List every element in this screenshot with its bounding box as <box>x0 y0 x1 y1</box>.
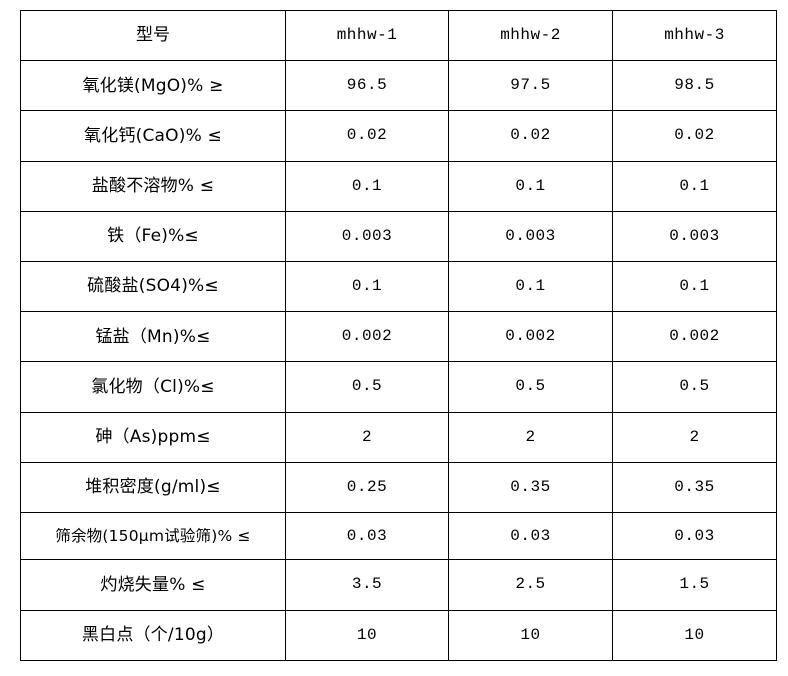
row-value-model-3: 1.5 <box>612 559 777 611</box>
row-value-model-3: 0.002 <box>612 311 777 363</box>
row-value-model-3: 0.1 <box>612 261 777 313</box>
table-row: 氯化物（Cl)%≤ 0.5 0.5 0.5 <box>20 361 777 413</box>
table-row: 盐酸不溶物% ≤ 0.1 0.1 0.1 <box>20 160 777 212</box>
row-value-model-1: 0.5 <box>285 361 449 413</box>
row-value-model-2: 0.02 <box>448 110 613 162</box>
row-item-label: 氯化物（Cl)%≤ <box>20 361 286 413</box>
row-value-model-1: 2 <box>285 411 449 463</box>
row-value-model-3: 98.5 <box>612 60 777 112</box>
table-row: 筛余物(150μm试验筛)% ≤ 0.03 0.03 0.03 <box>20 512 777 561</box>
row-value-model-2: 0.002 <box>448 311 613 363</box>
row-value-model-2: 0.1 <box>448 261 613 313</box>
row-item-label: 锰盐（Mn)%≤ <box>20 311 286 363</box>
row-value-model-3: 0.1 <box>612 160 777 212</box>
table-row: 堆积密度(g/ml)≤ 0.25 0.35 0.35 <box>20 461 777 514</box>
header-cell-model-2: mhhw-2 <box>448 9 613 62</box>
row-value-model-1: 0.02 <box>285 110 449 162</box>
row-value-model-2: 0.03 <box>448 512 613 561</box>
row-value-model-3: 10 <box>612 609 777 662</box>
specification-table-container: 型号 mhhw-1 mhhw-2 mhhw-3 氧化镁(MgO)% ≥ 96.5… <box>20 9 777 662</box>
row-value-model-3: 0.35 <box>612 461 777 514</box>
row-value-model-2: 2.5 <box>448 559 613 611</box>
table-body: 型号 mhhw-1 mhhw-2 mhhw-3 氧化镁(MgO)% ≥ 96.5… <box>20 9 777 662</box>
row-value-model-2: 0.003 <box>448 210 613 263</box>
row-item-label: 硫酸盐(SO4)%≤ <box>20 261 286 313</box>
table-row: 黑白点（个/10g） 10 10 10 <box>20 609 777 662</box>
row-value-model-3: 0.03 <box>612 512 777 561</box>
row-item-label: 灼烧失量% ≤ <box>20 559 286 611</box>
row-value-model-1: 0.003 <box>285 210 449 263</box>
row-value-model-2: 0.35 <box>448 461 613 514</box>
row-item-label: 铁（Fe)%≤ <box>20 210 286 263</box>
row-value-model-1: 0.002 <box>285 311 449 363</box>
row-item-label: 黑白点（个/10g） <box>20 609 286 662</box>
table-row: 砷（As)ppm≤ 2 2 2 <box>20 411 777 463</box>
table-header-row: 型号 mhhw-1 mhhw-2 mhhw-3 <box>20 9 777 62</box>
row-item-label: 氧化镁(MgO)% ≥ <box>20 60 286 112</box>
row-item-label: 氧化钙(CaO)% ≤ <box>20 110 286 162</box>
row-value-model-1: 0.1 <box>285 261 449 313</box>
header-cell-model-3: mhhw-3 <box>612 9 777 62</box>
table-row: 硫酸盐(SO4)%≤ 0.1 0.1 0.1 <box>20 261 777 313</box>
row-item-label: 砷（As)ppm≤ <box>20 411 286 463</box>
row-value-model-1: 3.5 <box>285 559 449 611</box>
row-item-label: 盐酸不溶物% ≤ <box>20 160 286 212</box>
row-value-model-1: 0.25 <box>285 461 449 514</box>
row-value-model-2: 2 <box>448 411 613 463</box>
row-value-model-2: 97.5 <box>448 60 613 112</box>
row-item-label: 筛余物(150μm试验筛)% ≤ <box>20 512 286 561</box>
row-value-model-1: 0.1 <box>285 160 449 212</box>
row-value-model-1: 0.03 <box>285 512 449 561</box>
row-value-model-3: 2 <box>612 411 777 463</box>
table-row: 铁（Fe)%≤ 0.003 0.003 0.003 <box>20 210 777 263</box>
row-value-model-3: 0.02 <box>612 110 777 162</box>
table-row: 灼烧失量% ≤ 3.5 2.5 1.5 <box>20 559 777 611</box>
header-cell-model-1: mhhw-1 <box>285 9 449 62</box>
row-item-label: 堆积密度(g/ml)≤ <box>20 461 286 514</box>
table-row: 氧化镁(MgO)% ≥ 96.5 97.5 98.5 <box>20 60 777 112</box>
row-value-model-2: 10 <box>448 609 613 662</box>
row-value-model-3: 0.003 <box>612 210 777 263</box>
row-value-model-2: 0.1 <box>448 160 613 212</box>
row-value-model-3: 0.5 <box>612 361 777 413</box>
table-row: 锰盐（Mn)%≤ 0.002 0.002 0.002 <box>20 311 777 363</box>
row-value-model-1: 10 <box>285 609 449 662</box>
header-cell-item: 型号 <box>20 9 286 62</box>
specification-table: 型号 mhhw-1 mhhw-2 mhhw-3 氧化镁(MgO)% ≥ 96.5… <box>20 9 777 662</box>
table-row: 氧化钙(CaO)% ≤ 0.02 0.02 0.02 <box>20 110 777 162</box>
row-value-model-2: 0.5 <box>448 361 613 413</box>
row-value-model-1: 96.5 <box>285 60 449 112</box>
